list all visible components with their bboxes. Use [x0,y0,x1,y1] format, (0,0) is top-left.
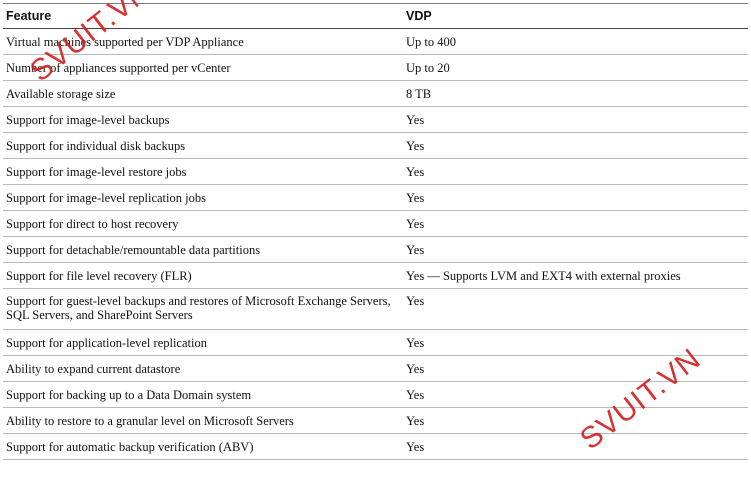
vdp-cell: Yes [403,106,748,133]
document-page: Feature VDP Virtual machines supported p… [3,3,748,460]
vdp-cell: Yes [403,184,748,211]
feature-cell: Support for individual disk backups [3,132,403,159]
vdp-cell: Yes [403,355,748,382]
feature-cell: Virtual machines supported per VDP Appli… [3,28,403,55]
vdp-cell: Yes [403,381,748,408]
feature-cell: Support for application-level replicatio… [3,329,403,356]
table-row: Support for individual disk backups Yes [3,132,748,159]
table-row: Ability to restore to a granular level o… [3,407,748,434]
table-row: Support for image-level restore jobs Yes [3,158,748,185]
vdp-cell: Up to 400 [403,28,748,55]
table-header-row: Feature VDP [3,3,748,29]
table-row: Support for application-level replicatio… [3,329,748,356]
table-row: Support for detachable/remountable data … [3,236,748,263]
feature-cell: Support for guest-level backups and rest… [3,288,403,330]
feature-cell: Available storage size [3,80,403,107]
vdp-cell: Yes [403,158,748,185]
vdp-cell: Yes [403,132,748,159]
vdp-cell: Yes [403,329,748,356]
table-row: Support for file level recovery (FLR) Ye… [3,262,748,289]
column-header-vdp: VDP [403,3,748,29]
vdp-cell: Yes [403,433,748,460]
feature-cell: Support for file level recovery (FLR) [3,262,403,289]
table-row: Ability to expand current datastore Yes [3,355,748,382]
feature-cell: Support for image-level restore jobs [3,158,403,185]
table-row: Support for image-level replication jobs… [3,184,748,211]
vdp-cell: Yes [403,236,748,263]
feature-cell: Support for detachable/remountable data … [3,236,403,263]
vdp-cell: Yes [403,288,748,330]
table-row: Support for automatic backup verificatio… [3,433,748,460]
feature-cell: Support for automatic backup verificatio… [3,433,403,460]
table-row: Support for image-level backups Yes [3,106,748,133]
feature-cell: Ability to expand current datastore [3,355,403,382]
table-row: Support for backing up to a Data Domain … [3,381,748,408]
table-row: Support for guest-level backups and rest… [3,288,748,330]
vdp-cell: Up to 20 [403,54,748,81]
vdp-cell: Yes [403,407,748,434]
table-row: Virtual machines supported per VDP Appli… [3,28,748,55]
vdp-cell: 8 TB [403,80,748,107]
table-row: Number of appliances supported per vCent… [3,54,748,81]
feature-cell: Ability to restore to a granular level o… [3,407,403,434]
feature-cell: Support for backing up to a Data Domain … [3,381,403,408]
feature-cell: Support for image-level replication jobs [3,184,403,211]
feature-cell: Support for image-level backups [3,106,403,133]
table-row: Support for direct to host recovery Yes [3,210,748,237]
column-header-feature: Feature [3,3,403,29]
vdp-cell: Yes [403,210,748,237]
feature-comparison-table: Feature VDP Virtual machines supported p… [3,3,748,460]
feature-cell: Number of appliances supported per vCent… [3,54,403,81]
feature-cell: Support for direct to host recovery [3,210,403,237]
vdp-cell: Yes — Supports LVM and EXT4 with externa… [403,262,748,289]
table-row: Available storage size 8 TB [3,80,748,107]
